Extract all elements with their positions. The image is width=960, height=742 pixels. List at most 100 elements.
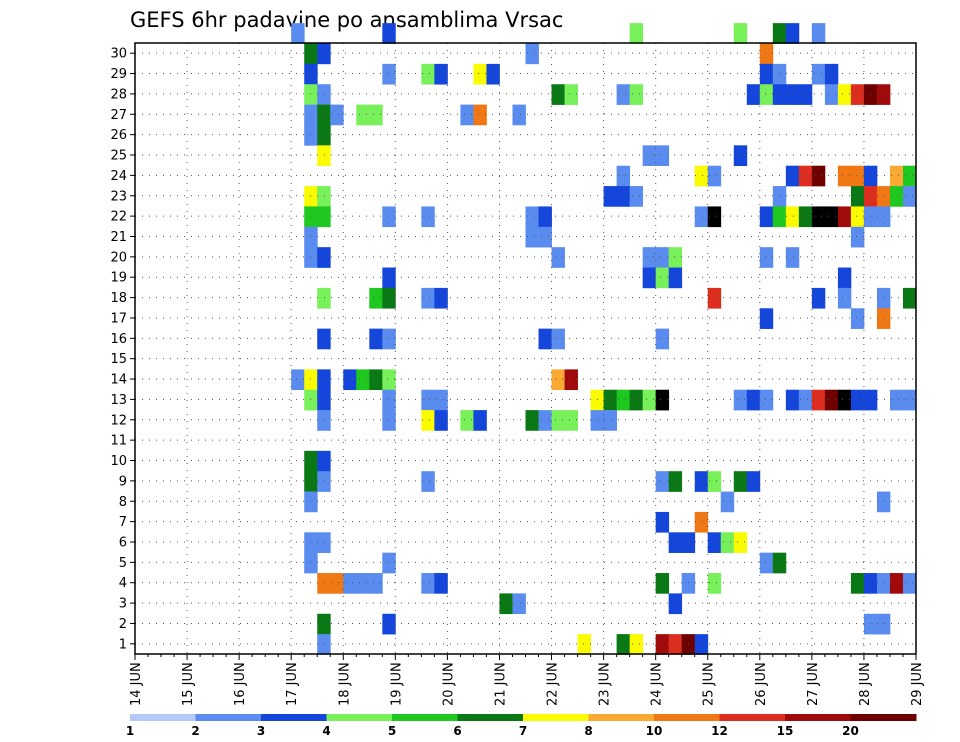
heatmap-cell	[317, 369, 331, 391]
x-tick-label: 14 JUN	[129, 662, 144, 706]
heatmap-cell	[382, 552, 396, 574]
heatmap-cell	[512, 104, 526, 126]
heatmap-cell	[889, 573, 904, 594]
heatmap-cell	[655, 634, 670, 655]
heatmap-cell	[564, 369, 578, 391]
legend-swatch	[785, 714, 851, 721]
heatmap-cell	[798, 206, 813, 228]
heatmap-cell	[434, 287, 448, 309]
heatmap-cell	[616, 634, 631, 655]
heatmap-cell	[850, 206, 865, 228]
heatmap-cell	[720, 491, 735, 513]
heatmap-cell	[863, 389, 878, 411]
heatmap-cell	[629, 389, 644, 411]
legend-swatch	[457, 714, 524, 721]
heatmap-cell	[421, 206, 435, 228]
heatmap-cell	[421, 287, 435, 309]
y-tick-label: 22	[110, 210, 127, 225]
heatmap-cell	[382, 410, 396, 431]
legend-swatch	[850, 714, 917, 721]
heatmap-cell	[304, 532, 318, 553]
heatmap-cell	[863, 84, 878, 105]
heatmap-cell	[551, 247, 565, 268]
heatmap-cell	[629, 634, 644, 655]
heatmap-cell	[876, 613, 891, 635]
legend-label: 10	[646, 724, 663, 738]
heatmap-cell	[811, 23, 826, 44]
heatmap-cell	[655, 511, 670, 533]
legend-label: 1	[126, 724, 134, 738]
heatmap-cell	[759, 308, 774, 329]
heatmap-cell	[733, 23, 748, 44]
heatmap-cell	[707, 471, 722, 492]
heatmap-cell	[733, 389, 748, 411]
heatmap-cell	[785, 389, 800, 411]
heatmap-cell	[434, 410, 448, 431]
heatmap-cell	[837, 287, 852, 309]
heatmap-cell	[629, 84, 644, 105]
heatmap-cell	[811, 389, 826, 411]
heatmap-cell	[876, 84, 891, 105]
heatmap-cell	[317, 613, 331, 635]
heatmap-cell	[811, 63, 826, 85]
heatmap-cell	[291, 369, 305, 391]
heatmap-cell	[382, 63, 396, 85]
y-tick-label: 12	[110, 413, 127, 428]
heatmap-cell	[421, 471, 435, 492]
heatmap-cell	[525, 43, 539, 65]
y-tick-label: 3	[119, 597, 127, 612]
x-tick-label: 24 JUN	[650, 662, 665, 706]
legend-label: 7	[519, 724, 527, 738]
legend-swatch	[523, 714, 589, 721]
heatmap-cell	[785, 247, 800, 268]
legend-swatch	[195, 714, 262, 721]
heatmap-cell	[837, 165, 852, 187]
y-tick-label: 30	[110, 47, 127, 62]
heatmap-cell	[317, 410, 331, 431]
heatmap-cell	[603, 410, 618, 431]
y-tick-label: 17	[110, 311, 127, 326]
heatmap-cell	[681, 573, 696, 594]
heatmap-cell	[902, 573, 917, 594]
heatmap-cell	[317, 389, 331, 411]
heatmap-cell	[304, 104, 318, 126]
y-tick-label: 5	[119, 556, 127, 571]
heatmap-cell	[759, 84, 774, 105]
heatmap-cell	[876, 573, 891, 594]
y-tick-label: 29	[110, 67, 127, 82]
heatmap-cell	[642, 247, 657, 268]
heatmap-cell	[707, 206, 722, 228]
y-tick-label: 11	[110, 434, 127, 449]
y-tick-label: 18	[110, 291, 127, 306]
heatmap-cell	[525, 410, 539, 431]
y-tick-label: 23	[110, 189, 127, 204]
legend-swatch	[654, 714, 720, 721]
heatmap-cell	[811, 165, 826, 187]
heatmap-cell	[837, 206, 852, 228]
legend-swatch	[588, 714, 655, 721]
y-tick-label: 21	[110, 230, 127, 245]
y-tick-label: 1	[119, 637, 127, 652]
chart-title: GEFS 6hr padavine po ansamblima Vrsac	[130, 8, 563, 32]
heatmap-cell	[733, 145, 748, 166]
heatmap-cell	[317, 328, 331, 350]
heatmap-cell	[616, 84, 631, 105]
heatmap-cell	[720, 532, 735, 553]
heatmap-cell	[850, 573, 865, 594]
y-tick-label: 16	[110, 332, 127, 347]
heatmap-cells	[291, 23, 917, 655]
heatmap-cell	[785, 206, 800, 228]
heatmap-cell	[811, 206, 826, 228]
y-tick-label: 26	[110, 128, 127, 143]
heatmap-cell	[538, 410, 552, 431]
heatmap-cell	[564, 410, 578, 431]
heatmap-cell	[291, 23, 305, 44]
heatmap-cell	[889, 389, 904, 411]
heatmap-cell	[304, 247, 318, 268]
heatmap-cell	[759, 247, 774, 268]
heatmap-cell	[616, 186, 631, 207]
y-tick-label: 10	[110, 454, 127, 469]
heatmap-cell	[330, 573, 344, 594]
heatmap-cell	[668, 593, 683, 615]
